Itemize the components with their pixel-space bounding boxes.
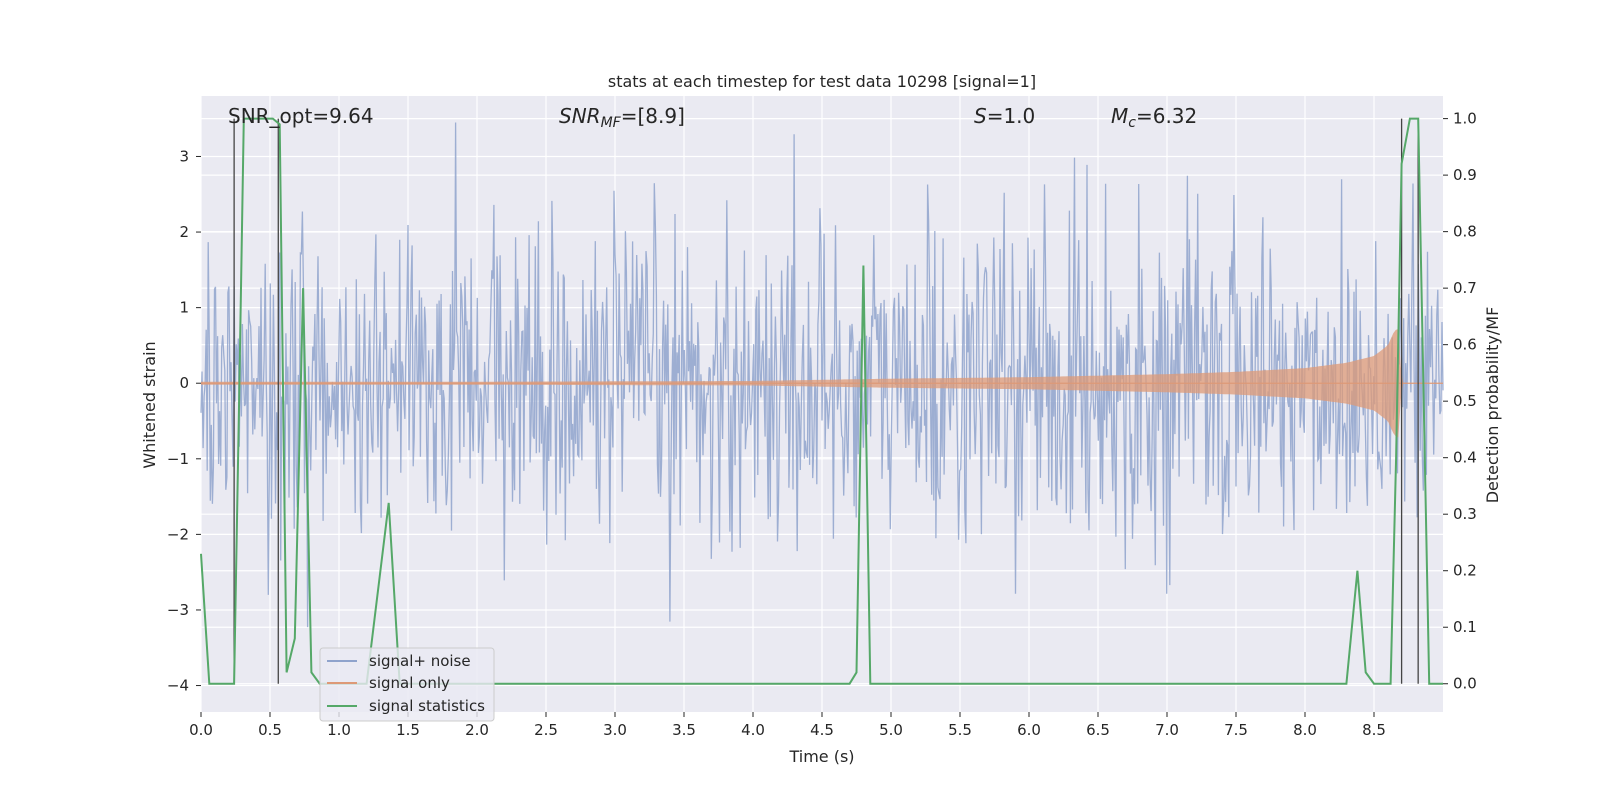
y-right-tick-label: 0.1 xyxy=(1453,618,1477,636)
legend-label-signal-statistics: signal statistics xyxy=(369,697,485,715)
y-right-tick-label: 1.0 xyxy=(1453,110,1477,128)
legend-label-signal-noise: signal+ noise xyxy=(369,652,471,670)
y-right-tick-label: 0.3 xyxy=(1453,505,1477,523)
legend-box xyxy=(319,647,495,722)
signal-noise-line xyxy=(200,122,1444,628)
y-tick-label: −4 xyxy=(167,677,189,695)
annotation-s-main: S xyxy=(974,104,987,128)
y-right-tick-label: 0.9 xyxy=(1453,166,1477,184)
y-right-tick-label: 0.2 xyxy=(1453,562,1477,580)
signal-statistics-series xyxy=(200,117,1443,685)
x-tick-label: 0.5 xyxy=(258,721,282,739)
x-tick-label: 1.5 xyxy=(396,721,420,739)
signal-noise-series xyxy=(200,122,1444,628)
annotation-snr-mf-value: =[8.9] xyxy=(621,104,685,128)
x-tick-label: 8.0 xyxy=(1293,721,1317,739)
y-tick-label: 2 xyxy=(179,223,189,241)
y-axis-label: Whitened strain xyxy=(140,341,159,468)
y-tick-label: 1 xyxy=(179,299,189,317)
annotation-mc: Mc=6.32 xyxy=(1111,104,1197,131)
x-tick-label: 5.5 xyxy=(948,721,972,739)
x-tick-label: 0.0 xyxy=(189,721,213,739)
y-tick-label: −3 xyxy=(167,601,189,619)
x-tick-label: 3.0 xyxy=(603,721,627,739)
x-tick-label: 1.0 xyxy=(327,721,351,739)
x-tick-label: 7.0 xyxy=(1155,721,1179,739)
x-axis-label: Time (s) xyxy=(788,747,854,766)
x-tick-label: 8.5 xyxy=(1362,721,1386,739)
x-tick-label: 7.5 xyxy=(1224,721,1248,739)
annotation-snr-mf: SNRMF=[8.9] xyxy=(559,104,685,131)
x-tick-label: 2.5 xyxy=(534,721,558,739)
signal-only-series xyxy=(201,329,1443,438)
y-right-tick-label: 0.6 xyxy=(1453,336,1477,354)
x-tick-label: 6.5 xyxy=(1086,721,1110,739)
x-tick-label: 6.0 xyxy=(1017,721,1041,739)
y-right-tick-label: 0.4 xyxy=(1453,449,1477,467)
x-tick-label: 5.0 xyxy=(879,721,903,739)
y-right-tick-label: 0.7 xyxy=(1453,279,1477,297)
y-right-tick-label: 0.8 xyxy=(1453,223,1477,241)
y-tick-label: −2 xyxy=(167,525,189,543)
annotation-mc-value: =6.32 xyxy=(1136,104,1197,128)
annotation-s-value: =1.0 xyxy=(987,104,1036,128)
annotation-mc-main: M xyxy=(1111,104,1128,128)
x-tick-label: 3.5 xyxy=(672,721,696,739)
annotation-snr-mf-sub: MF xyxy=(601,115,622,131)
y-tick-label: −1 xyxy=(167,450,189,468)
y-axis-right-label: Detection probability/MF xyxy=(1483,307,1502,504)
x-tick-label: 4.5 xyxy=(810,721,834,739)
tick-labels: 0.0 0.5 1.0 1.5 2.0 2.5 3.0 3.5 4.0 4.5 5.0 5.5 6.0 6… xyxy=(167,110,1477,739)
x-tick-label: 4.0 xyxy=(741,721,765,739)
y-tick-label: 0 xyxy=(179,374,189,392)
annotation-s: S=1.0 xyxy=(974,104,1035,128)
y-right-tick-label: 0.0 xyxy=(1453,675,1477,693)
annotation-snr-opt: SNR_opt=9.64 xyxy=(228,104,374,128)
annotation-snr-mf-main: SNR xyxy=(559,104,601,128)
annotation-mc-sub: c xyxy=(1128,115,1136,131)
legend-label-signal-only: signal only xyxy=(369,674,450,692)
legend: signal+ noise signal only signal statist… xyxy=(319,647,495,722)
chart-title: stats at each timestep for test data 102… xyxy=(608,72,1036,91)
y-tick-label: 3 xyxy=(179,147,189,165)
signal-statistics-line xyxy=(200,117,1443,685)
y-right-tick-label: 0.5 xyxy=(1453,392,1477,410)
x-tick-label: 2.0 xyxy=(465,721,489,739)
